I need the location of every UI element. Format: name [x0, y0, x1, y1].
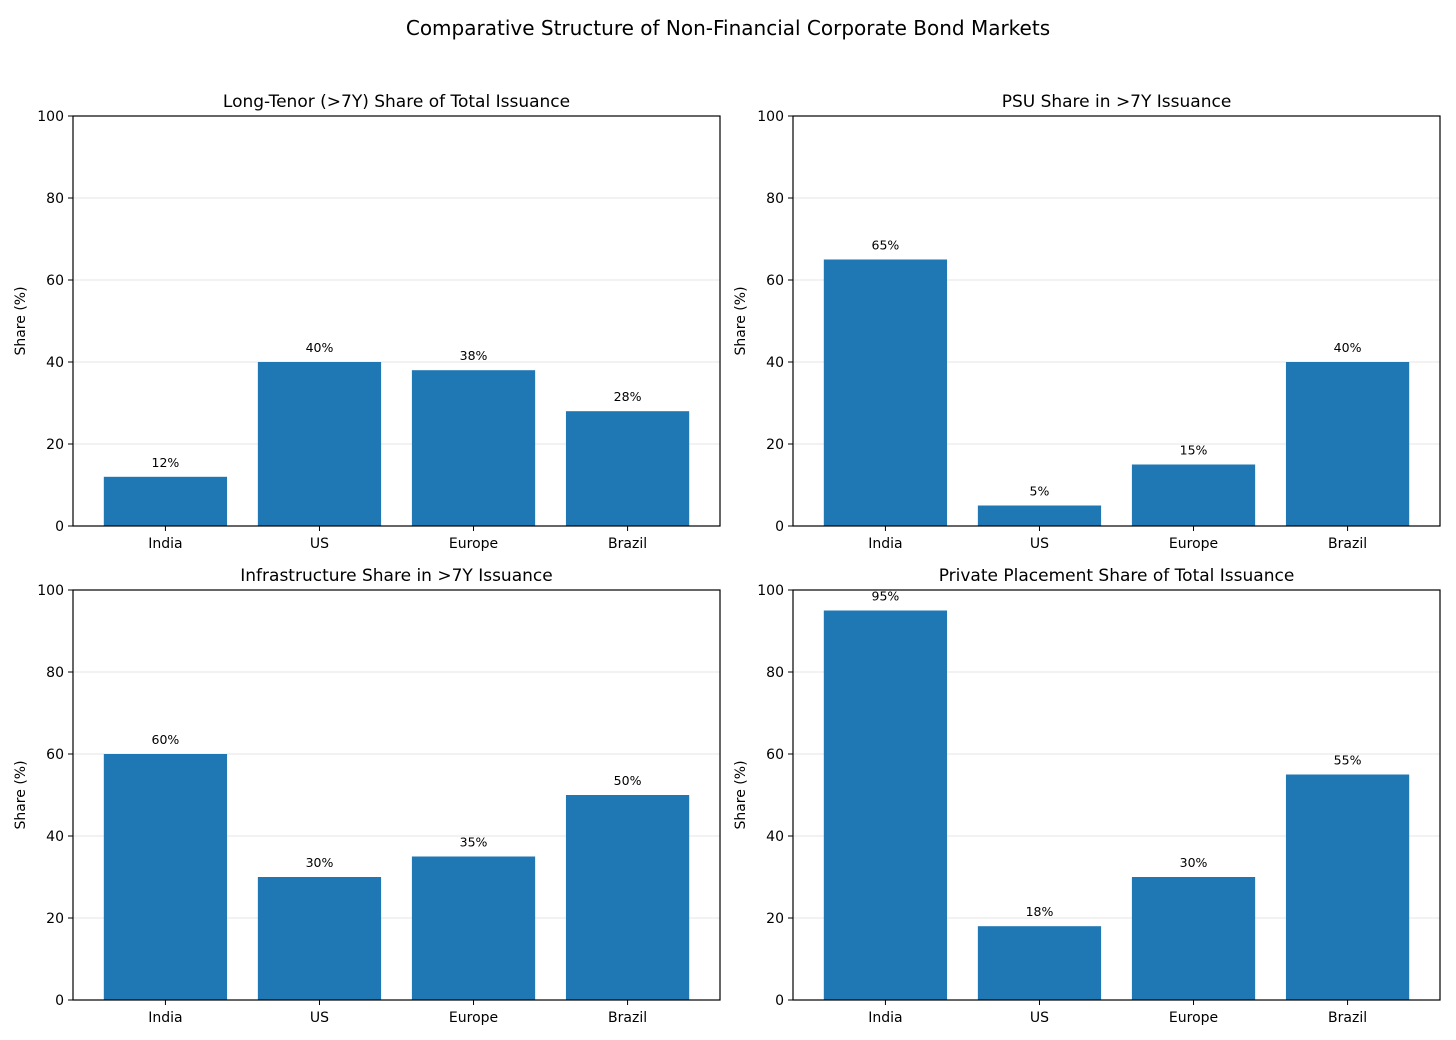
bar-value-label: 55%	[1334, 753, 1362, 768]
bar-value-label: 30%	[306, 855, 334, 870]
y-tick-label: 80	[766, 665, 784, 681]
y-axis-label: Share (%)	[733, 286, 749, 355]
x-tick-label: India	[868, 536, 902, 552]
bar-india	[103, 476, 228, 526]
y-axis-label: Share (%)	[733, 760, 749, 829]
y-tick-label: 40	[46, 355, 64, 371]
y-tick-label: 60	[46, 273, 64, 289]
y-tick-label: 20	[46, 437, 64, 453]
x-tick-label: India	[148, 1010, 182, 1026]
bar-value-label: 28%	[614, 389, 642, 404]
bar-europe	[411, 856, 536, 1000]
subplot-title: PSU Share in >7Y Issuance	[1002, 92, 1232, 112]
y-tick-label: 0	[775, 993, 784, 1009]
x-tick-label: India	[868, 1010, 902, 1026]
subplot-title: Infrastructure Share in >7Y Issuance	[240, 566, 552, 586]
axes-frame	[72, 589, 721, 1001]
y-tick-label: 100	[757, 583, 784, 599]
bar-us	[257, 362, 382, 526]
y-tick-label: 40	[46, 829, 64, 845]
x-tick-label: US	[310, 536, 329, 552]
y-tick-label: 100	[757, 109, 784, 125]
y-tick-label: 0	[55, 519, 64, 535]
y-tick-label: 60	[766, 747, 784, 763]
y-tick-label: 0	[775, 519, 784, 535]
bar-us	[977, 505, 1102, 526]
subplot-1: 12% India 40% US 38% Europe 28% Brazil 0 20 40 60 80…	[13, 92, 721, 552]
bar-europe	[1131, 877, 1256, 1000]
x-tick-label: Brazil	[608, 536, 647, 552]
bar-value-label: 5%	[1030, 484, 1050, 499]
x-tick-label: Europe	[449, 536, 498, 552]
y-tick-label: 40	[766, 829, 784, 845]
y-tick-label: 40	[766, 355, 784, 371]
bar-value-label: 50%	[614, 773, 642, 788]
bar-value-label: 38%	[460, 348, 488, 363]
bar-brazil	[1285, 774, 1410, 1000]
x-tick-label: US	[1030, 1010, 1049, 1026]
x-tick-label: US	[310, 1010, 329, 1026]
y-tick-label: 20	[766, 437, 784, 453]
bar-value-label: 65%	[872, 238, 900, 253]
bar-europe	[411, 370, 536, 526]
x-tick-label: Brazil	[1328, 536, 1367, 552]
y-axis-label: Share (%)	[13, 286, 29, 355]
y-tick-label: 20	[766, 911, 784, 927]
subplot-title: Long-Tenor (>7Y) Share of Total Issuance	[223, 92, 570, 112]
subplot-4: 95% India 18% US 30% Europe 55% Brazil 0 20 40 60 80…	[733, 566, 1441, 1026]
y-tick-label: 80	[46, 665, 64, 681]
x-tick-label: Europe	[1169, 536, 1218, 552]
bar-brazil	[1285, 362, 1410, 526]
x-tick-label: India	[148, 536, 182, 552]
subplot-3: 60% India 30% US 35% Europe 50% Brazil 0 20 40 60 80…	[13, 566, 721, 1026]
x-tick-label: Europe	[449, 1010, 498, 1026]
bar-value-label: 40%	[306, 340, 334, 355]
bar-brazil	[565, 411, 690, 526]
bar-us	[257, 877, 382, 1000]
bar-us	[977, 926, 1102, 1000]
x-tick-label: US	[1030, 536, 1049, 552]
bar-india	[823, 610, 948, 1000]
y-tick-label: 60	[766, 273, 784, 289]
bar-value-label: 35%	[460, 835, 488, 850]
y-tick-label: 100	[37, 109, 64, 125]
x-tick-label: Europe	[1169, 1010, 1218, 1026]
y-tick-label: 60	[46, 747, 64, 763]
y-tick-label: 0	[55, 993, 64, 1009]
bar-brazil	[565, 795, 690, 1000]
bar-value-label: 95%	[872, 589, 900, 604]
bar-value-label: 60%	[152, 732, 180, 747]
bar-value-label: 12%	[152, 455, 180, 470]
figure-title: Comparative Structure of Non-Financial C…	[405, 16, 1051, 40]
bar-value-label: 40%	[1334, 340, 1362, 355]
x-tick-label: Brazil	[608, 1010, 647, 1026]
bar-value-label: 15%	[1180, 443, 1208, 458]
axes-frame	[792, 115, 1441, 527]
bar-india	[823, 259, 948, 526]
subplot-title: Private Placement Share of Total Issuanc…	[939, 566, 1295, 586]
bar-europe	[1131, 464, 1256, 526]
y-axis-label: Share (%)	[13, 760, 29, 829]
y-tick-label: 80	[46, 191, 64, 207]
y-tick-label: 20	[46, 911, 64, 927]
x-tick-label: Brazil	[1328, 1010, 1367, 1026]
bar-value-label: 18%	[1026, 904, 1054, 919]
subplot-2: 65% India 5% US 15% Europe 40% Brazil 0 20 40 60 80 1…	[733, 92, 1441, 552]
bar-india	[103, 754, 228, 1000]
axes-frame	[72, 115, 721, 527]
bar-value-label: 30%	[1180, 855, 1208, 870]
axes-frame	[792, 589, 1441, 1001]
y-tick-label: 80	[766, 191, 784, 207]
y-tick-label: 100	[37, 583, 64, 599]
